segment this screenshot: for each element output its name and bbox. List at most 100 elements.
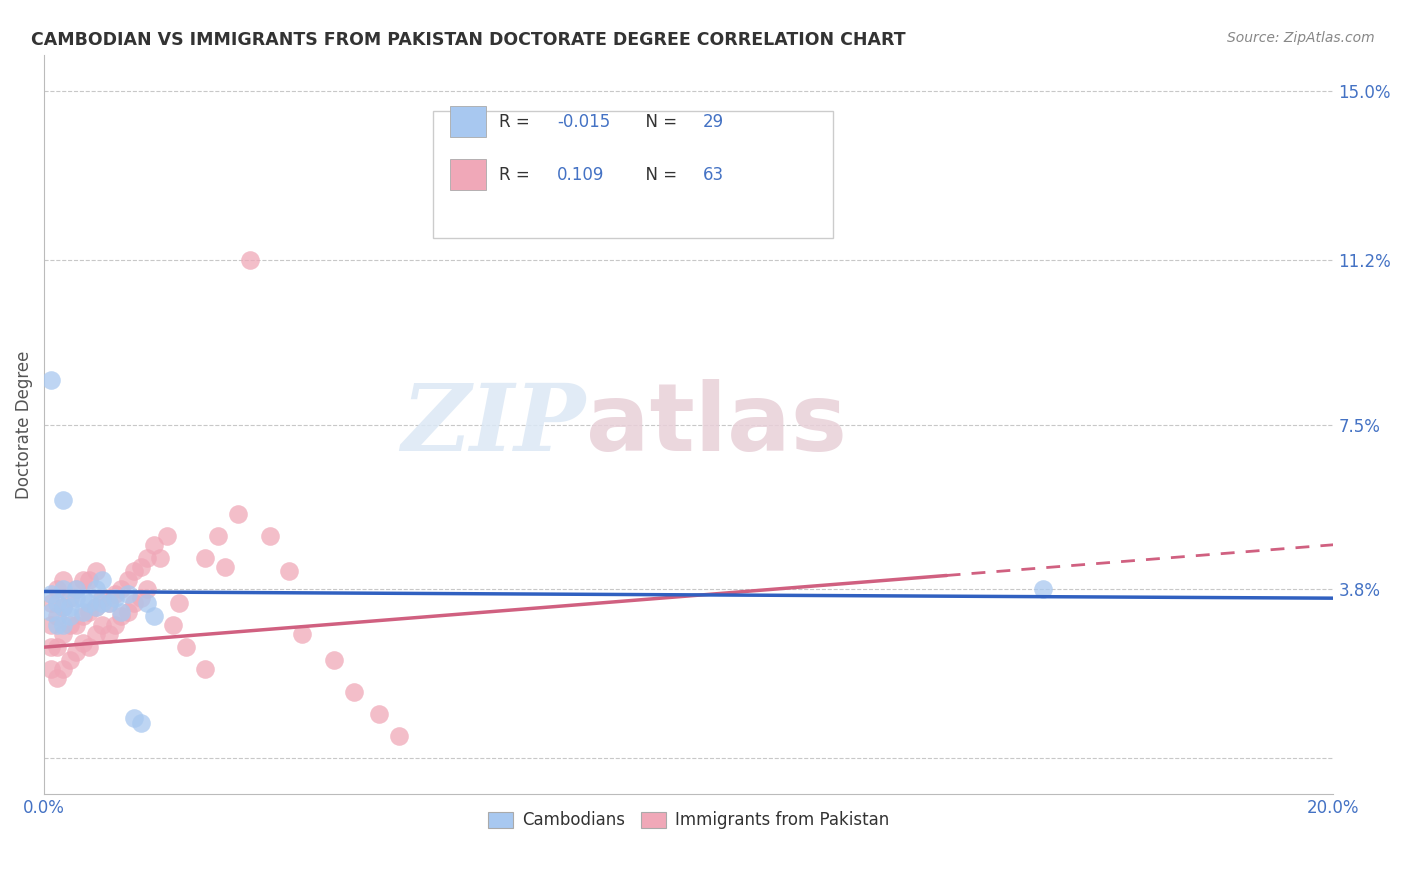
- Point: [149, 551, 172, 566]
- Point: [65, 582, 87, 597]
- Point: [155, 529, 177, 543]
- Text: 0.109: 0.109: [557, 166, 605, 184]
- Point: [46, 618, 69, 632]
- Point: [91, 618, 114, 632]
- Point: [52, 662, 75, 676]
- Point: [77, 596, 100, 610]
- Point: [46, 671, 69, 685]
- Point: [129, 560, 152, 574]
- Point: [136, 596, 159, 610]
- Point: [117, 605, 139, 619]
- Point: [142, 609, 165, 624]
- Point: [97, 596, 120, 610]
- Point: [91, 596, 114, 610]
- Point: [72, 609, 94, 624]
- Point: [52, 627, 75, 641]
- Point: [129, 591, 152, 606]
- Text: R =: R =: [499, 112, 536, 130]
- Point: [77, 640, 100, 654]
- FancyBboxPatch shape: [450, 106, 486, 137]
- Point: [59, 618, 82, 632]
- Point: [39, 373, 62, 387]
- Point: [52, 493, 75, 508]
- Point: [207, 529, 229, 543]
- Point: [368, 706, 391, 721]
- Point: [52, 600, 75, 615]
- Point: [104, 618, 127, 632]
- Point: [52, 600, 75, 615]
- FancyBboxPatch shape: [450, 160, 486, 190]
- Point: [124, 596, 146, 610]
- Point: [46, 582, 69, 597]
- Point: [39, 596, 62, 610]
- Point: [97, 596, 120, 610]
- Text: 29: 29: [703, 112, 724, 130]
- Text: ZIP: ZIP: [401, 380, 586, 469]
- Point: [39, 640, 62, 654]
- Point: [97, 627, 120, 641]
- Point: [46, 640, 69, 654]
- Point: [39, 618, 62, 632]
- Point: [84, 582, 107, 597]
- Point: [110, 609, 132, 624]
- Point: [84, 627, 107, 641]
- Point: [136, 582, 159, 597]
- Point: [388, 729, 411, 743]
- Point: [110, 605, 132, 619]
- Point: [117, 574, 139, 588]
- Point: [142, 538, 165, 552]
- Point: [104, 587, 127, 601]
- Point: [91, 574, 114, 588]
- Point: [174, 640, 197, 654]
- Text: N =: N =: [634, 112, 682, 130]
- Point: [84, 565, 107, 579]
- Point: [65, 591, 87, 606]
- Point: [162, 618, 184, 632]
- Legend: Cambodians, Immigrants from Pakistan: Cambodians, Immigrants from Pakistan: [482, 805, 896, 836]
- Point: [169, 596, 191, 610]
- Point: [239, 252, 262, 267]
- Point: [194, 662, 217, 676]
- Point: [72, 574, 94, 588]
- Point: [342, 684, 364, 698]
- Text: 63: 63: [703, 166, 724, 184]
- Point: [46, 609, 69, 624]
- Text: CAMBODIAN VS IMMIGRANTS FROM PAKISTAN DOCTORATE DEGREE CORRELATION CHART: CAMBODIAN VS IMMIGRANTS FROM PAKISTAN DO…: [31, 31, 905, 49]
- Point: [110, 582, 132, 597]
- Point: [278, 565, 301, 579]
- Text: -0.015: -0.015: [557, 112, 610, 130]
- Text: atlas: atlas: [586, 378, 846, 471]
- Point: [65, 618, 87, 632]
- Point: [259, 529, 281, 543]
- Point: [52, 574, 75, 588]
- Point: [52, 582, 75, 597]
- Point: [59, 591, 82, 606]
- Text: R =: R =: [499, 166, 536, 184]
- Point: [59, 600, 82, 615]
- Point: [84, 600, 107, 615]
- Y-axis label: Doctorate Degree: Doctorate Degree: [15, 351, 32, 499]
- Point: [214, 560, 236, 574]
- Point: [52, 618, 75, 632]
- Point: [77, 605, 100, 619]
- Point: [72, 636, 94, 650]
- Point: [117, 587, 139, 601]
- Point: [39, 605, 62, 619]
- Point: [136, 551, 159, 566]
- Point: [72, 605, 94, 619]
- Point: [77, 574, 100, 588]
- Point: [124, 565, 146, 579]
- Point: [39, 587, 62, 601]
- Point: [39, 662, 62, 676]
- Point: [1032, 582, 1054, 597]
- Point: [129, 715, 152, 730]
- Point: [59, 609, 82, 624]
- Point: [46, 596, 69, 610]
- Point: [124, 711, 146, 725]
- Point: [65, 644, 87, 658]
- Text: Source: ZipAtlas.com: Source: ZipAtlas.com: [1227, 31, 1375, 45]
- Point: [91, 591, 114, 606]
- Point: [72, 591, 94, 606]
- Point: [194, 551, 217, 566]
- Point: [104, 591, 127, 606]
